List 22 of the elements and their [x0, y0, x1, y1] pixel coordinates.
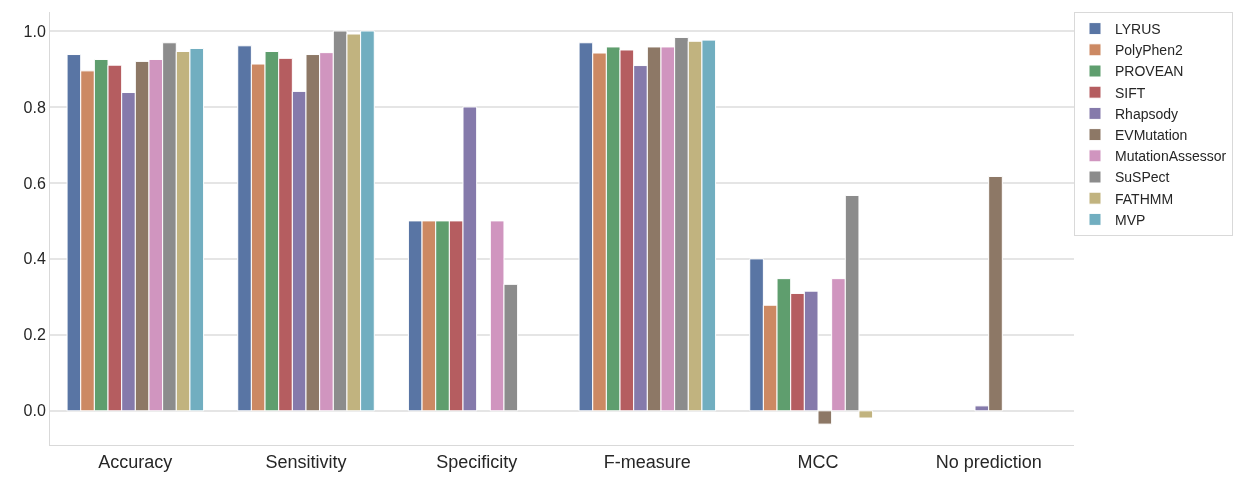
y-tick-label: 1.0 [23, 22, 46, 40]
legend-label: Rhapsody [1115, 105, 1179, 122]
x-tick-label: Specificity [436, 451, 518, 472]
legend-label: SuSPect [1115, 169, 1170, 186]
y-tick-label: 0.2 [23, 326, 46, 344]
y-tick-label: 0.8 [23, 98, 46, 116]
x-tick-label: Sensitivity [265, 451, 347, 472]
legend-label: PROVEAN [1115, 63, 1184, 80]
x-tick-label: MCC [797, 451, 839, 472]
legend-label: MutationAssessor [1115, 148, 1227, 165]
x-tick-label: F-measure [603, 451, 691, 472]
x-tick-label: Accuracy [98, 451, 173, 472]
legend-label: LYRUS [1115, 21, 1161, 38]
legend-label: FATHMM [1115, 190, 1174, 207]
legend-label: EVMutation [1115, 127, 1188, 144]
legend-label: PolyPhen2 [1115, 42, 1183, 59]
x-tick-label: No prediction [935, 451, 1042, 472]
legend-label: SIFT [1115, 84, 1146, 101]
y-tick-label: 0.4 [23, 250, 46, 268]
y-tick-label: 0.0 [23, 402, 46, 420]
y-tick-label: 0.6 [23, 174, 46, 192]
legend-label: MVP [1115, 211, 1146, 228]
